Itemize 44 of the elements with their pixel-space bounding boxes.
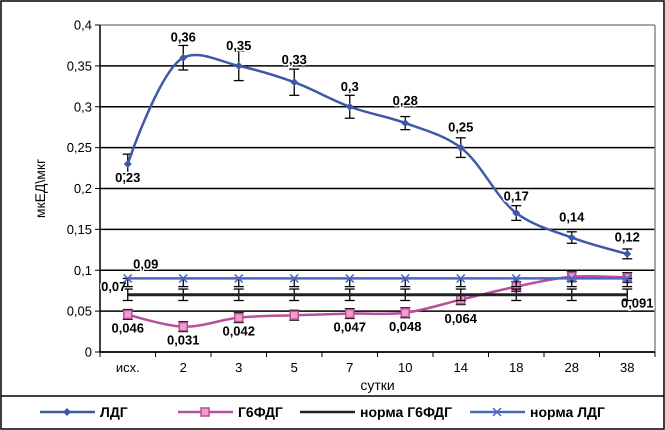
y-axis-title: мкЕД\мкг [32, 158, 48, 218]
data-label: 0,28 [392, 92, 418, 108]
y-tick-label: 0,05 [66, 304, 92, 319]
legend-label: норма ЛДГ [530, 404, 606, 420]
data-label: 0,09 [133, 256, 158, 272]
y-tick-label: 0 [84, 344, 92, 360]
legend-label: норма Г6ФДГ [360, 404, 452, 420]
data-label: 0,14 [559, 210, 586, 225]
y-tick-label: 0,15 [66, 222, 92, 237]
data-label: 0,36 [170, 30, 196, 45]
data-label: 0,25 [448, 120, 474, 135]
x-tick-label: 5 [290, 360, 298, 375]
data-label: 0,091 [620, 296, 654, 311]
y-tick-label: 0,4 [74, 18, 92, 33]
x-tick-label: 2 [180, 360, 187, 375]
y-tick-label: 0,35 [66, 58, 92, 74]
data-label: 0,23 [115, 170, 140, 185]
y-tick-label: 0,2 [74, 181, 92, 196]
x-tick-label: 7 [346, 360, 354, 375]
data-label: 0,33 [282, 52, 307, 67]
x-tick-label: 28 [564, 360, 579, 375]
data-label: 0,17 [504, 188, 529, 204]
legend-label: ЛДГ [100, 404, 128, 420]
x-tick-label: 3 [235, 360, 242, 375]
data-label: 0,35 [226, 38, 252, 53]
data-label: 0,3 [340, 78, 359, 94]
y-tick-label: 0,1 [74, 262, 92, 278]
x-tick-label: исх. [116, 360, 140, 375]
data-label: 0,046 [111, 320, 144, 336]
x-tick-label: 14 [454, 360, 468, 375]
legend-label: Г6ФДГ [238, 404, 283, 420]
data-label: 0,048 [388, 318, 422, 334]
data-label: 0,12 [614, 229, 640, 244]
data-label: 0,047 [333, 320, 366, 335]
x-axis-title: сутки [360, 377, 395, 393]
y-tick-label: 0,3 [74, 99, 92, 114]
data-label: 0,07 [101, 278, 126, 294]
data-label: 0,031 [166, 332, 200, 348]
y-tick-label: 0,25 [66, 140, 92, 156]
x-tick-label: 18 [509, 360, 524, 375]
x-tick-label: 10 [398, 360, 412, 375]
data-label: 0,042 [222, 324, 256, 339]
x-tick-label: 38 [620, 360, 634, 375]
data-label: 0,064 [444, 311, 478, 326]
